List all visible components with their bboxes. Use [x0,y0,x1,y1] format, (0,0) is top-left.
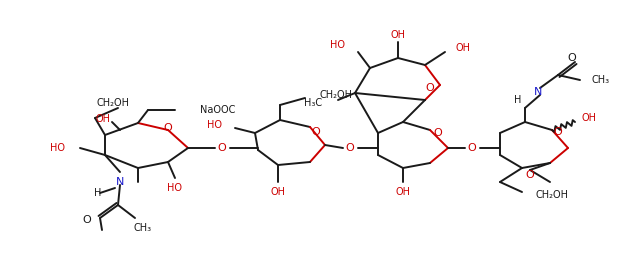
Text: NaOOC: NaOOC [200,105,236,115]
Text: CH₂OH: CH₂OH [535,190,568,200]
Text: HO: HO [168,183,182,193]
Text: CH₃: CH₃ [134,223,152,233]
Text: O: O [164,123,172,133]
Text: O: O [525,170,534,180]
Text: HO: HO [50,143,65,153]
Text: OH: OH [396,187,410,197]
Text: OH: OH [390,30,406,40]
Text: CH₂OH: CH₂OH [97,98,129,108]
Text: O: O [468,143,476,153]
Text: H: H [515,95,522,105]
Text: O: O [312,127,321,137]
Text: OH: OH [95,114,111,124]
Text: HO: HO [330,40,345,50]
Text: CH₂OH: CH₂OH [320,90,353,100]
Text: O: O [83,215,92,225]
Text: N: N [116,177,124,187]
Text: OH: OH [582,113,597,123]
Text: O: O [554,127,563,137]
Text: OH: OH [455,43,470,53]
Text: O: O [434,128,442,138]
Text: HO: HO [207,120,222,130]
Text: H₃C: H₃C [304,98,322,108]
Text: O: O [568,53,577,63]
Text: CH₃: CH₃ [592,75,610,85]
Text: N: N [534,87,542,97]
Text: O: O [218,143,227,153]
Text: OH: OH [271,187,285,197]
Text: H: H [94,188,102,198]
Text: O: O [426,83,435,93]
Text: O: O [346,143,355,153]
